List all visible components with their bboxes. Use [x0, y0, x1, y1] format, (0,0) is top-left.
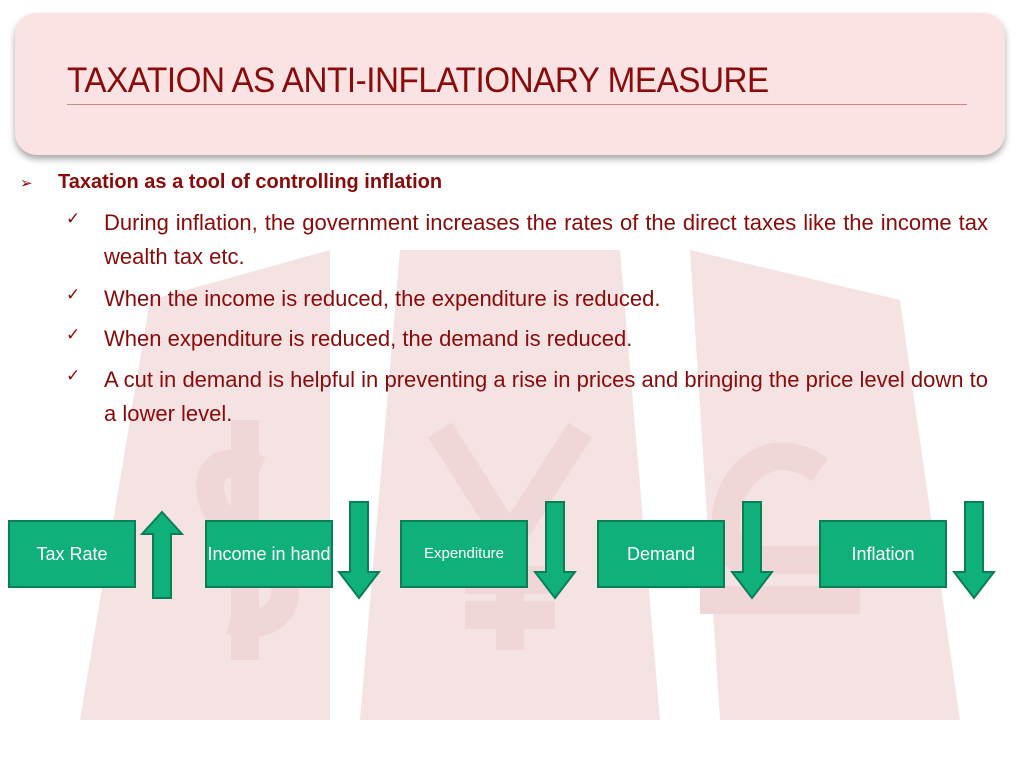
list-item: ✓ When expenditure is reduced, the deman…	[66, 322, 988, 356]
checkmark-icon: ✓	[66, 325, 81, 345]
checkmark-icon: ✓	[66, 366, 81, 386]
list-item-text: When the income is reduced, the expendit…	[104, 286, 661, 311]
flow-box-expenditure: Expenditure	[400, 520, 528, 588]
flow-box-demand: Demand	[597, 520, 725, 588]
list-item-text: When expenditure is reduced, the demand …	[104, 326, 633, 351]
title-banner: TAXATION AS ANTI-INFLATIONARY MEASURE	[15, 13, 1005, 155]
flow-box-inflation: Inflation	[819, 520, 947, 588]
list-item-text: A cut in demand is helpful in preventing…	[104, 367, 988, 426]
down-arrow-icon	[337, 501, 381, 600]
section-heading-text: Taxation as a tool of controlling inflat…	[58, 171, 443, 193]
down-arrow-icon	[730, 501, 774, 600]
list-item: ✓ When the income is reduced, the expend…	[66, 282, 988, 316]
up-arrow-icon	[140, 510, 184, 599]
page-title: TAXATION AS ANTI-INFLATIONARY MEASURE	[67, 61, 769, 100]
checkmark-icon: ✓	[66, 209, 81, 229]
down-arrow-icon	[952, 501, 996, 600]
flow-box-tax-rate: Tax Rate	[8, 520, 136, 588]
checkmark-icon: ✓	[66, 285, 81, 305]
section-heading: ➢ Taxation as a tool of controlling infl…	[20, 171, 442, 194]
list-item-text: During inflation, the government increas…	[104, 210, 988, 269]
list-item: ✓ A cut in demand is helpful in preventi…	[66, 363, 988, 431]
down-arrow-icon	[533, 501, 577, 600]
arrow-bullet-icon: ➢	[20, 173, 33, 192]
title-underline	[67, 104, 967, 105]
flow-box-income-in-hand: Income in hand	[205, 520, 333, 588]
list-item: ✓ During inflation, the government incre…	[66, 206, 988, 274]
